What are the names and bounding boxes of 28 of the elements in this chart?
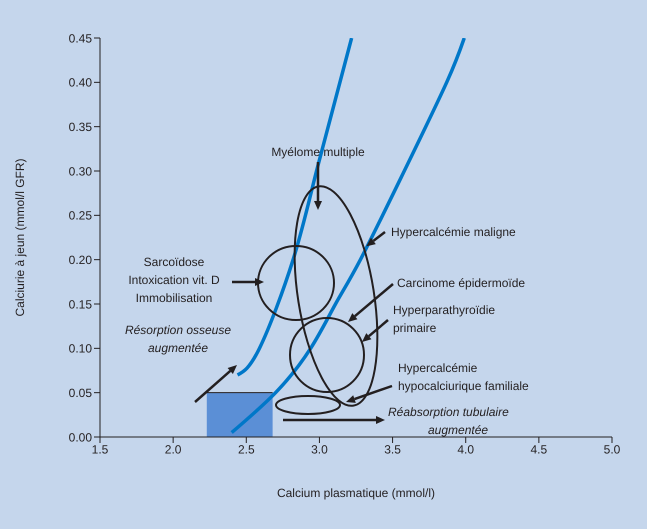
annotation: Hypercalcémie maligne [391,225,516,239]
annotation: Myélome multiple [271,145,365,159]
y-tick-label: 0.05 [68,386,92,400]
x-tick-label: 2.5 [238,442,255,457]
x-axis-title: Calcium plasmatique (mmol/l) [276,486,436,500]
x-tick-label: 4.5 [530,442,548,457]
y-axis-title: Calciurie à jeun (mmol/l GFR) [13,158,27,317]
y-tick-label: 0.45 [68,31,92,46]
y-tick-label: 0.30 [68,164,92,178]
x-tick-label: 4.0 [457,442,474,457]
x-tick-label: 3.5 [384,442,402,457]
y-tick-label: 0.00 [68,430,92,444]
y-tick-label: 0.20 [68,252,92,267]
y-tick-label: 0.25 [68,208,92,223]
annotation: Résorption osseuse augmentée [124,323,232,355]
x-tick-label: 1.5 [92,442,109,457]
y-tick-label: 0.10 [68,342,92,356]
y-tick-label: 0.35 [68,120,92,134]
x-tick-label: 2.0 [164,442,182,457]
annotation: Hyperparathyroïdie primaire [393,303,496,335]
y-tick-label: 0.40 [68,76,92,90]
x-tick-label: 3.0 [311,442,328,457]
annotation: Réabsorption tubulaire augmentée [388,405,510,437]
annotation: Sarcoïdose Intoxication vit. D Immobilisation [128,255,220,305]
x-tick-label: 5.0 [604,442,621,457]
y-tick-label: 0.15 [68,297,92,312]
annotation: Carcinome épidermoïde [397,276,526,290]
annotation: Hypercalcémie hypocalciurique familiale [398,361,530,393]
